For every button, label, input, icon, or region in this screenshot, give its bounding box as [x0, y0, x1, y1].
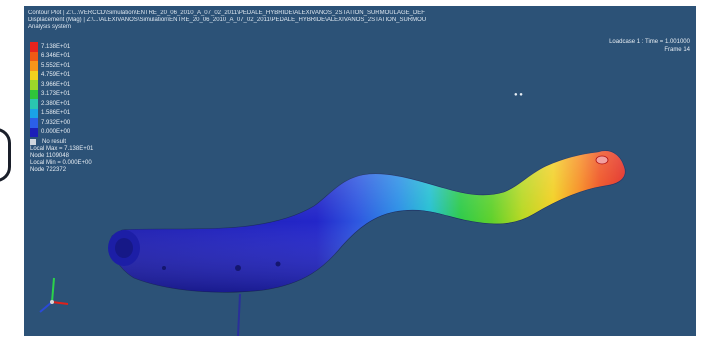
legend-swatch	[30, 42, 38, 52]
header-line-3: Analysis system	[28, 24, 72, 30]
legend-row: 1.586E+01	[30, 108, 93, 118]
local-max: Local Max = 7.138E+01	[30, 146, 94, 152]
frame-number: Frame 14	[664, 47, 690, 53]
legend-value: 7.932E+00	[41, 119, 71, 126]
legend-swatch	[30, 51, 38, 61]
legend-value: 0.000E+00	[41, 129, 71, 136]
legend-row: 7.932E+00	[30, 118, 93, 128]
local-min: Local Min = 0.000E+00	[30, 160, 92, 166]
header-line-2: Displacement (Mag) | Z:\...\ALEXIVANOS\S…	[28, 17, 427, 23]
legend-swatch	[30, 89, 38, 99]
legend-row: 6.346E+01	[30, 51, 93, 61]
legend-value: 6.346E+01	[41, 53, 71, 60]
legend-value: 1.586E+01	[41, 110, 71, 117]
legend-value: 4.759E+01	[41, 72, 71, 79]
legend-swatch	[30, 108, 38, 118]
legend-value: 3.173E+01	[41, 91, 71, 98]
min-node: Node 722372	[30, 167, 67, 173]
no-result-label: No result	[42, 139, 67, 145]
legend-value: 3.966E+01	[41, 81, 71, 88]
legend-row: 0.000E+00	[30, 127, 93, 137]
graphics-viewport[interactable]: Contour Plot | Z:\...\VERCCD\Simulation\…	[24, 6, 696, 336]
legend-row: 2.380E+01	[30, 99, 93, 109]
legend-row: 4.759E+01	[30, 70, 93, 80]
no-result-swatch	[30, 139, 36, 145]
axis-triad-icon[interactable]	[34, 268, 74, 318]
legend-swatch	[30, 70, 38, 80]
result-header: Contour Plot | Z:\...\VERCCD\Simulation\…	[28, 10, 548, 31]
legend-row: 3.173E+01	[30, 89, 93, 99]
legend-swatch	[30, 80, 38, 90]
legend-value: 5.552E+01	[41, 62, 71, 69]
legend-swatch	[30, 99, 38, 109]
loadcase-time: Loadcase 1 : Time = 1.001000	[609, 39, 690, 45]
header-line-1: Contour Plot | Z:\...\VERCCD\Simulation\…	[28, 10, 425, 16]
no-result-entry: No result	[30, 139, 93, 145]
legend-row: 3.966E+01	[30, 80, 93, 90]
legend-row: 5.552E+01	[30, 61, 93, 71]
bracket-glyph	[0, 128, 11, 182]
legend-value: 2.380E+01	[41, 100, 71, 107]
loadcase-info: Loadcase 1 : Time = 1.001000 Frame 14	[609, 38, 690, 54]
max-node: Node 1109048	[30, 153, 69, 159]
legend-stats: Local Max = 7.138E+01 Node 1109048 Local…	[30, 146, 93, 174]
legend-value: 7.138E+01	[41, 43, 71, 50]
legend-swatch	[30, 61, 38, 71]
legend-row: 7.138E+01	[30, 42, 93, 52]
legend-swatch	[30, 118, 38, 128]
legend-swatch	[30, 127, 38, 137]
node-marker[interactable]: ● ●	[514, 92, 523, 98]
pedal-model[interactable]	[24, 6, 696, 336]
contour-legend[interactable]: 7.138E+01 6.346E+01 5.552E+01 4.759E+01 3.96…	[30, 42, 93, 174]
